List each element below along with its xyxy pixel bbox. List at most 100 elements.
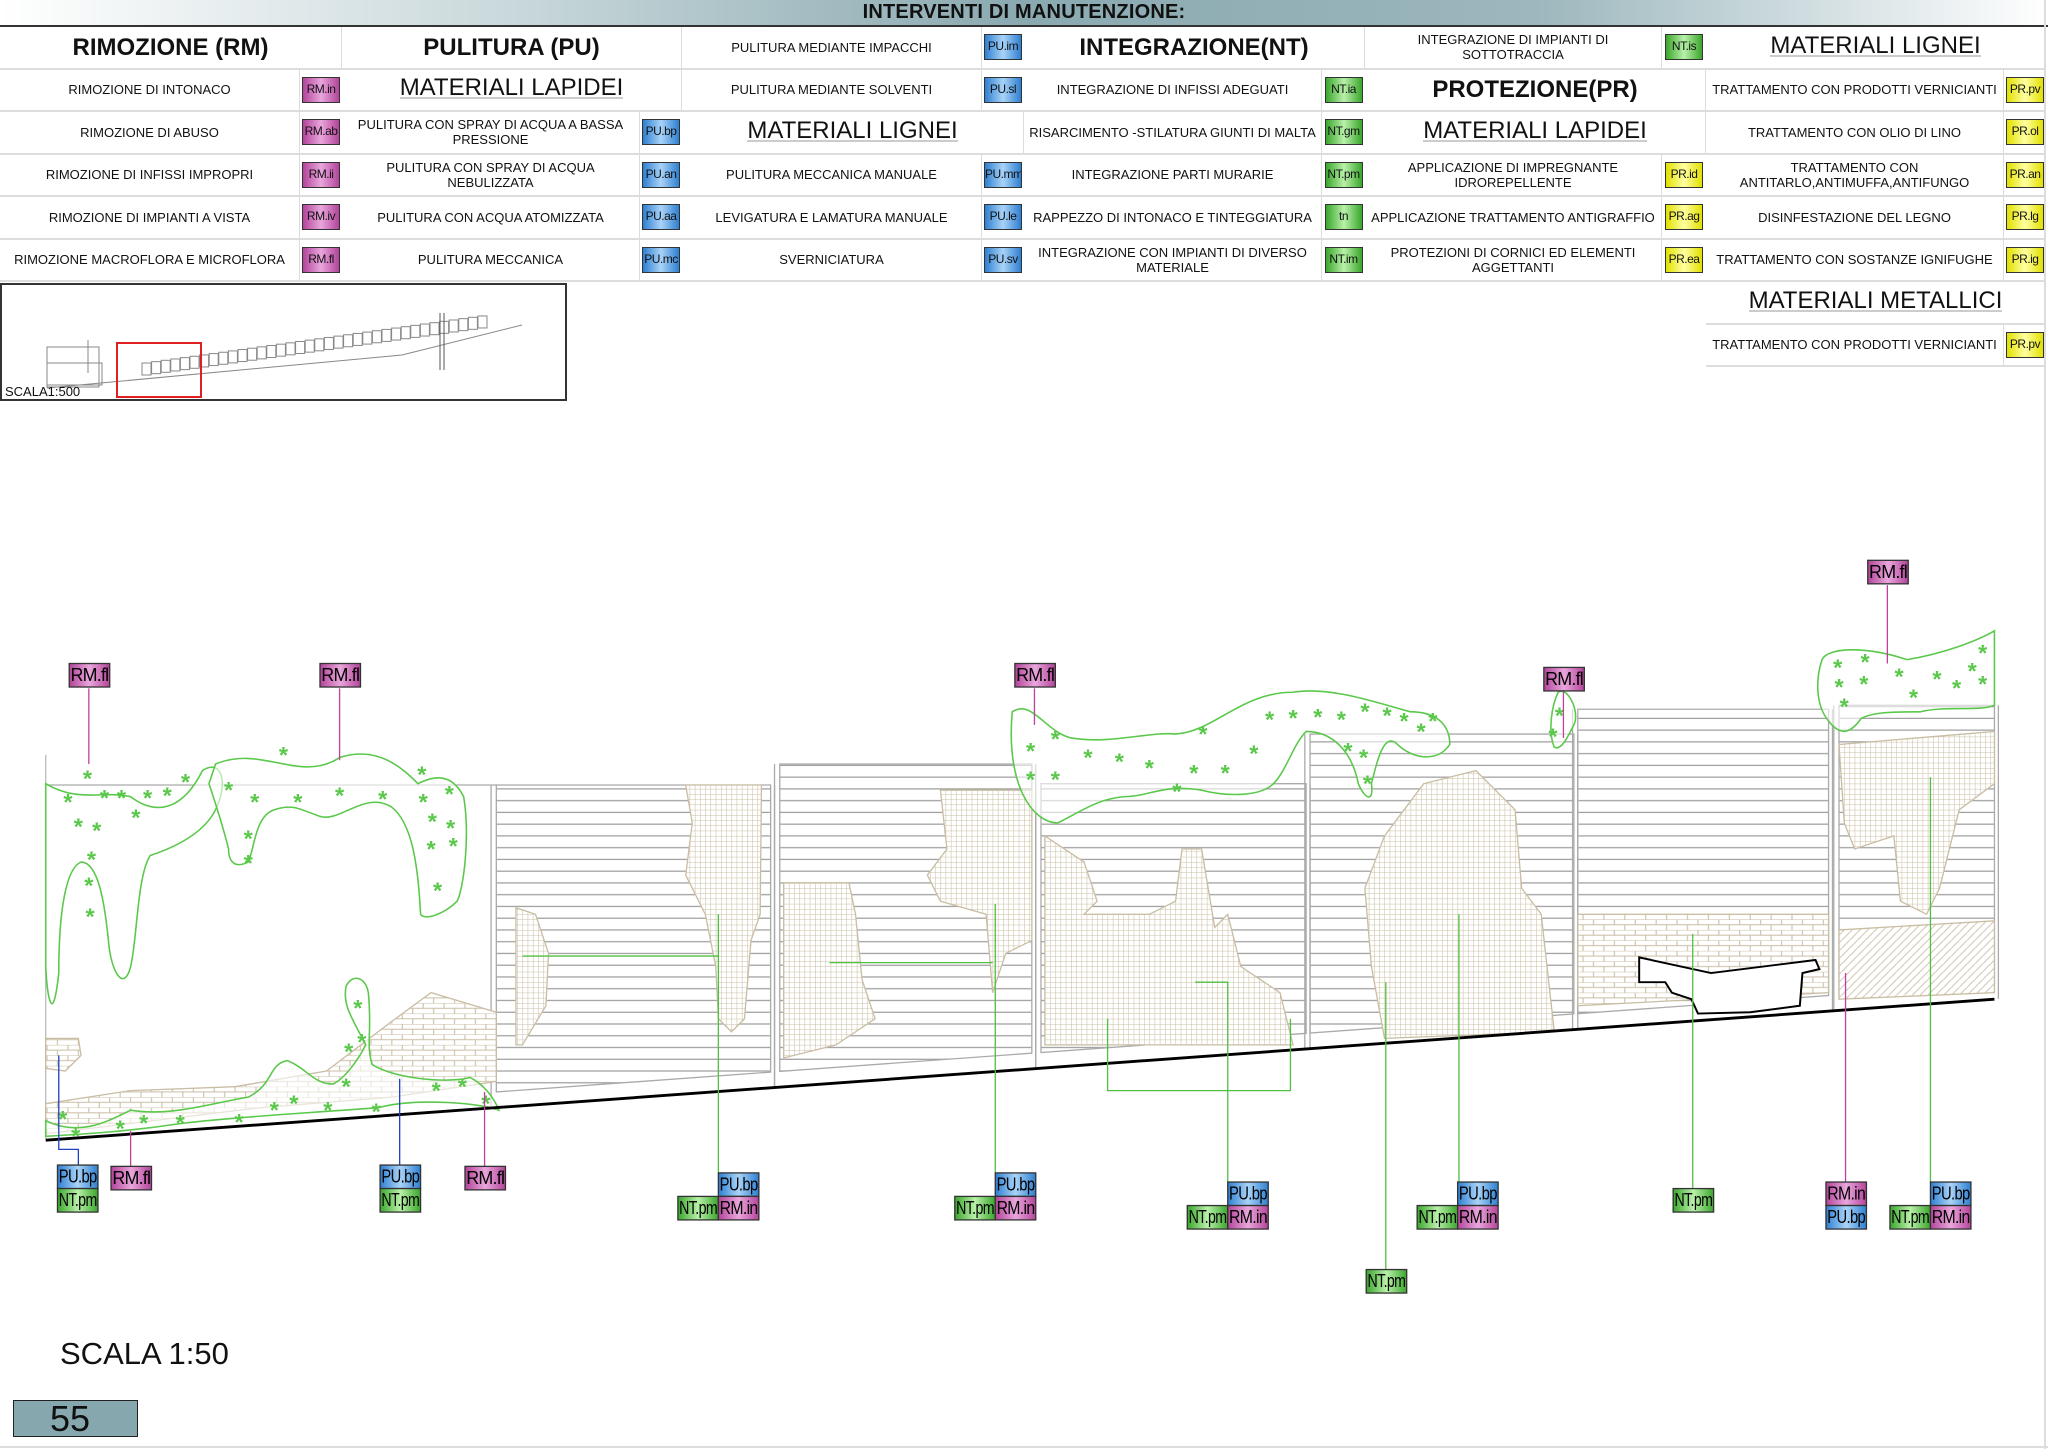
legend-code-cell: tn [1322,197,1365,240]
vegetation-asterisk-icon: * [1051,726,1061,752]
legend-item-label: RISARCIMENTO -STILATURA GIUNTI DI MALTA [1024,112,1322,155]
vegetation-asterisk-icon: * [1221,760,1231,786]
legend-code-badge: PR.ig [2006,246,2044,273]
legend-code-cell: PR.ig [2004,240,2046,282]
legend-code-badge: PU.bp [642,119,680,146]
vegetation-asterisk-icon: * [270,1097,280,1123]
legend-item-label: PULITURA MEDIANTE IMPACCHI [682,27,982,70]
intervention-tag-code: RM.fl [1545,668,1583,689]
vegetation-asterisk-icon: * [1859,671,1869,697]
vegetation-asterisk-icon: * [1363,771,1373,797]
intervention-tag: PU.bp [1825,1204,1868,1230]
legend-code-cell: RM.ab [300,112,342,155]
legend-material-subheader: MATERIALI LIGNEI [682,112,1024,155]
vegetation-asterisk-icon: * [1383,703,1393,729]
intervention-tag-code: NT.pm [679,1197,717,1218]
vegetation-asterisk-icon: * [1978,671,1988,697]
legend-code-badge: PR.lg [2006,204,2044,231]
legend-item-label: RIMOZIONE DI ABUSO [0,112,300,155]
legend-code-badge: RM.ab [302,119,340,146]
legend-code-badge: PU.sv [984,246,1022,273]
vegetation-asterisk-icon: * [446,815,456,841]
hatched-area [1838,730,1996,916]
legend-item-label: PULITURA CON SPRAY DI ACQUA NEBULIZZATA [342,154,640,197]
legend-code-cell: NT.ia [1322,70,1365,112]
degradation-patches [45,730,1996,1135]
hatched-area [783,882,876,1059]
legend-code-badge: RM.iv [302,204,340,231]
vegetation-asterisk-icon: * [1968,658,1978,684]
legend-item-label: APPLICAZIONE DI IMPREGNANTE IDROREPELLEN… [1365,154,1662,197]
legend-code-cell: PR.ol [2004,112,2046,155]
key-map-drawing [46,313,523,398]
legend-heading-text: MATERIALI LAPIDEI [399,74,624,102]
vegetation-asterisk-icon: * [449,833,459,859]
intervention-tag: PU.bp [994,1172,1037,1198]
legend-item-label: INTEGRAZIONE CON IMPIANTI DI DIVERSO MAT… [1024,239,1322,282]
legend-code-badge: NT.gm [1324,119,1363,146]
ground-line [45,997,1995,1142]
legend-code-cell: NT.im [1322,240,1365,282]
legend-category-header: PULITURA (PU) [342,27,682,70]
vegetation-asterisk-icon: * [445,781,455,807]
vegetation-asterisk-icon: * [244,850,254,876]
legend-code-badge: PU.im [984,34,1022,61]
legend-item-label: APPLICAZIONE TRATTAMENTO ANTIGRAFFIO [1365,197,1662,240]
vegetation-asterisk-icon: * [433,878,443,904]
intervention-tag-code: PU.bp [381,1166,419,1187]
legend-item-label: INTEGRAZIONE DI IMPIANTI DI SOTTOTRACCIA [1365,27,1662,70]
legend-code-cell: NT.pm [1322,155,1365,197]
vegetation-asterisk-icon: * [1909,684,1919,710]
hatched-area [926,789,1033,993]
legend-item-label: RIMOZIONE DI INFISSI IMPROPRI [0,154,300,197]
legend-code-badge: NT.is [1665,34,1703,61]
legend-category-header: INTEGRAZIONE(NT) [1024,27,1365,70]
intervention-tag: RM.fl [110,1165,153,1191]
vegetation-asterisk-icon: * [1400,708,1410,734]
intervention-tag: RM.fl [1867,559,1909,585]
key-map-scale: SCALA1:500 [5,384,81,399]
vegetation-asterisk-icon: * [250,789,260,815]
legend-code-cell: PR.ea [1662,240,1706,282]
legend-item-label: INTEGRAZIONE DI INFISSI ADEGUATI [1024,69,1322,112]
vegetation-asterisk-icon: * [335,782,345,808]
vegetation-asterisk-icon: * [1265,707,1275,733]
legend-code-cell: RM.iv [300,197,342,240]
legend-item-label: PULITURA CON SPRAY DI ACQUA A BASSA PRES… [342,112,640,155]
legend-code-badge: PU.an [642,161,680,188]
vegetation-asterisk-icon: * [181,769,191,795]
intervention-tag-code: NT.pm [1368,1270,1406,1291]
legend-code-cell: PU.sv [982,240,1024,282]
intervention-tag: RM.in [717,1195,760,1221]
legend-code-cell: PR.lg [2004,197,2046,240]
hatched-area [684,784,763,1033]
legend-item-label: TRATTAMENTO CON SOSTANZE IGNIFUGHE [1706,239,2004,282]
leader-line [58,1055,80,1166]
legend-category-header: PROTEZIONE(PR) [1365,69,1706,112]
intervention-tag: NT.pm [1889,1204,1932,1230]
vegetation-asterisk-icon: * [92,818,102,844]
leader-line [829,903,996,1173]
title-bar: INTERVENTI DI MANUTENZIONE: [0,0,2048,27]
intervention-tag-code: RM.fl [112,1167,150,1188]
vegetation-asterisk-icon: * [1115,748,1125,774]
vegetation-asterisk-icon: * [1288,705,1298,731]
vegetation-asterisk-icon: * [428,808,438,834]
vegetation-asterisk-icon: * [131,804,141,830]
key-map: SCALA1:500 [0,283,567,401]
legend-code-badge: RM.in [302,76,340,103]
vegetation-asterisk-icon: * [1359,744,1369,770]
vegetation-asterisk-icon: * [163,782,173,808]
intervention-tag: NT.pm [1672,1187,1715,1213]
vegetation-asterisk-icon: * [417,761,427,787]
legend-code-badge: NT.ia [1324,76,1363,103]
legend-code-cell: PU.le [982,197,1024,240]
intervention-tag: RM.in [1825,1181,1868,1207]
intervention-tag: RM.fl [464,1165,507,1191]
legend-item-label: PULITURA CON ACQUA ATOMIZZATA [342,197,640,240]
legend-item-label: LEVIGATURA E LAMATURA MANUALE [682,197,982,240]
legend-material-subheader: MATERIALI LAPIDEI [342,69,682,112]
vegetation-asterisk-icon: * [1172,778,1182,804]
vegetation-asterisk-icon: * [1428,708,1438,734]
vegetation-outline [44,977,501,1138]
